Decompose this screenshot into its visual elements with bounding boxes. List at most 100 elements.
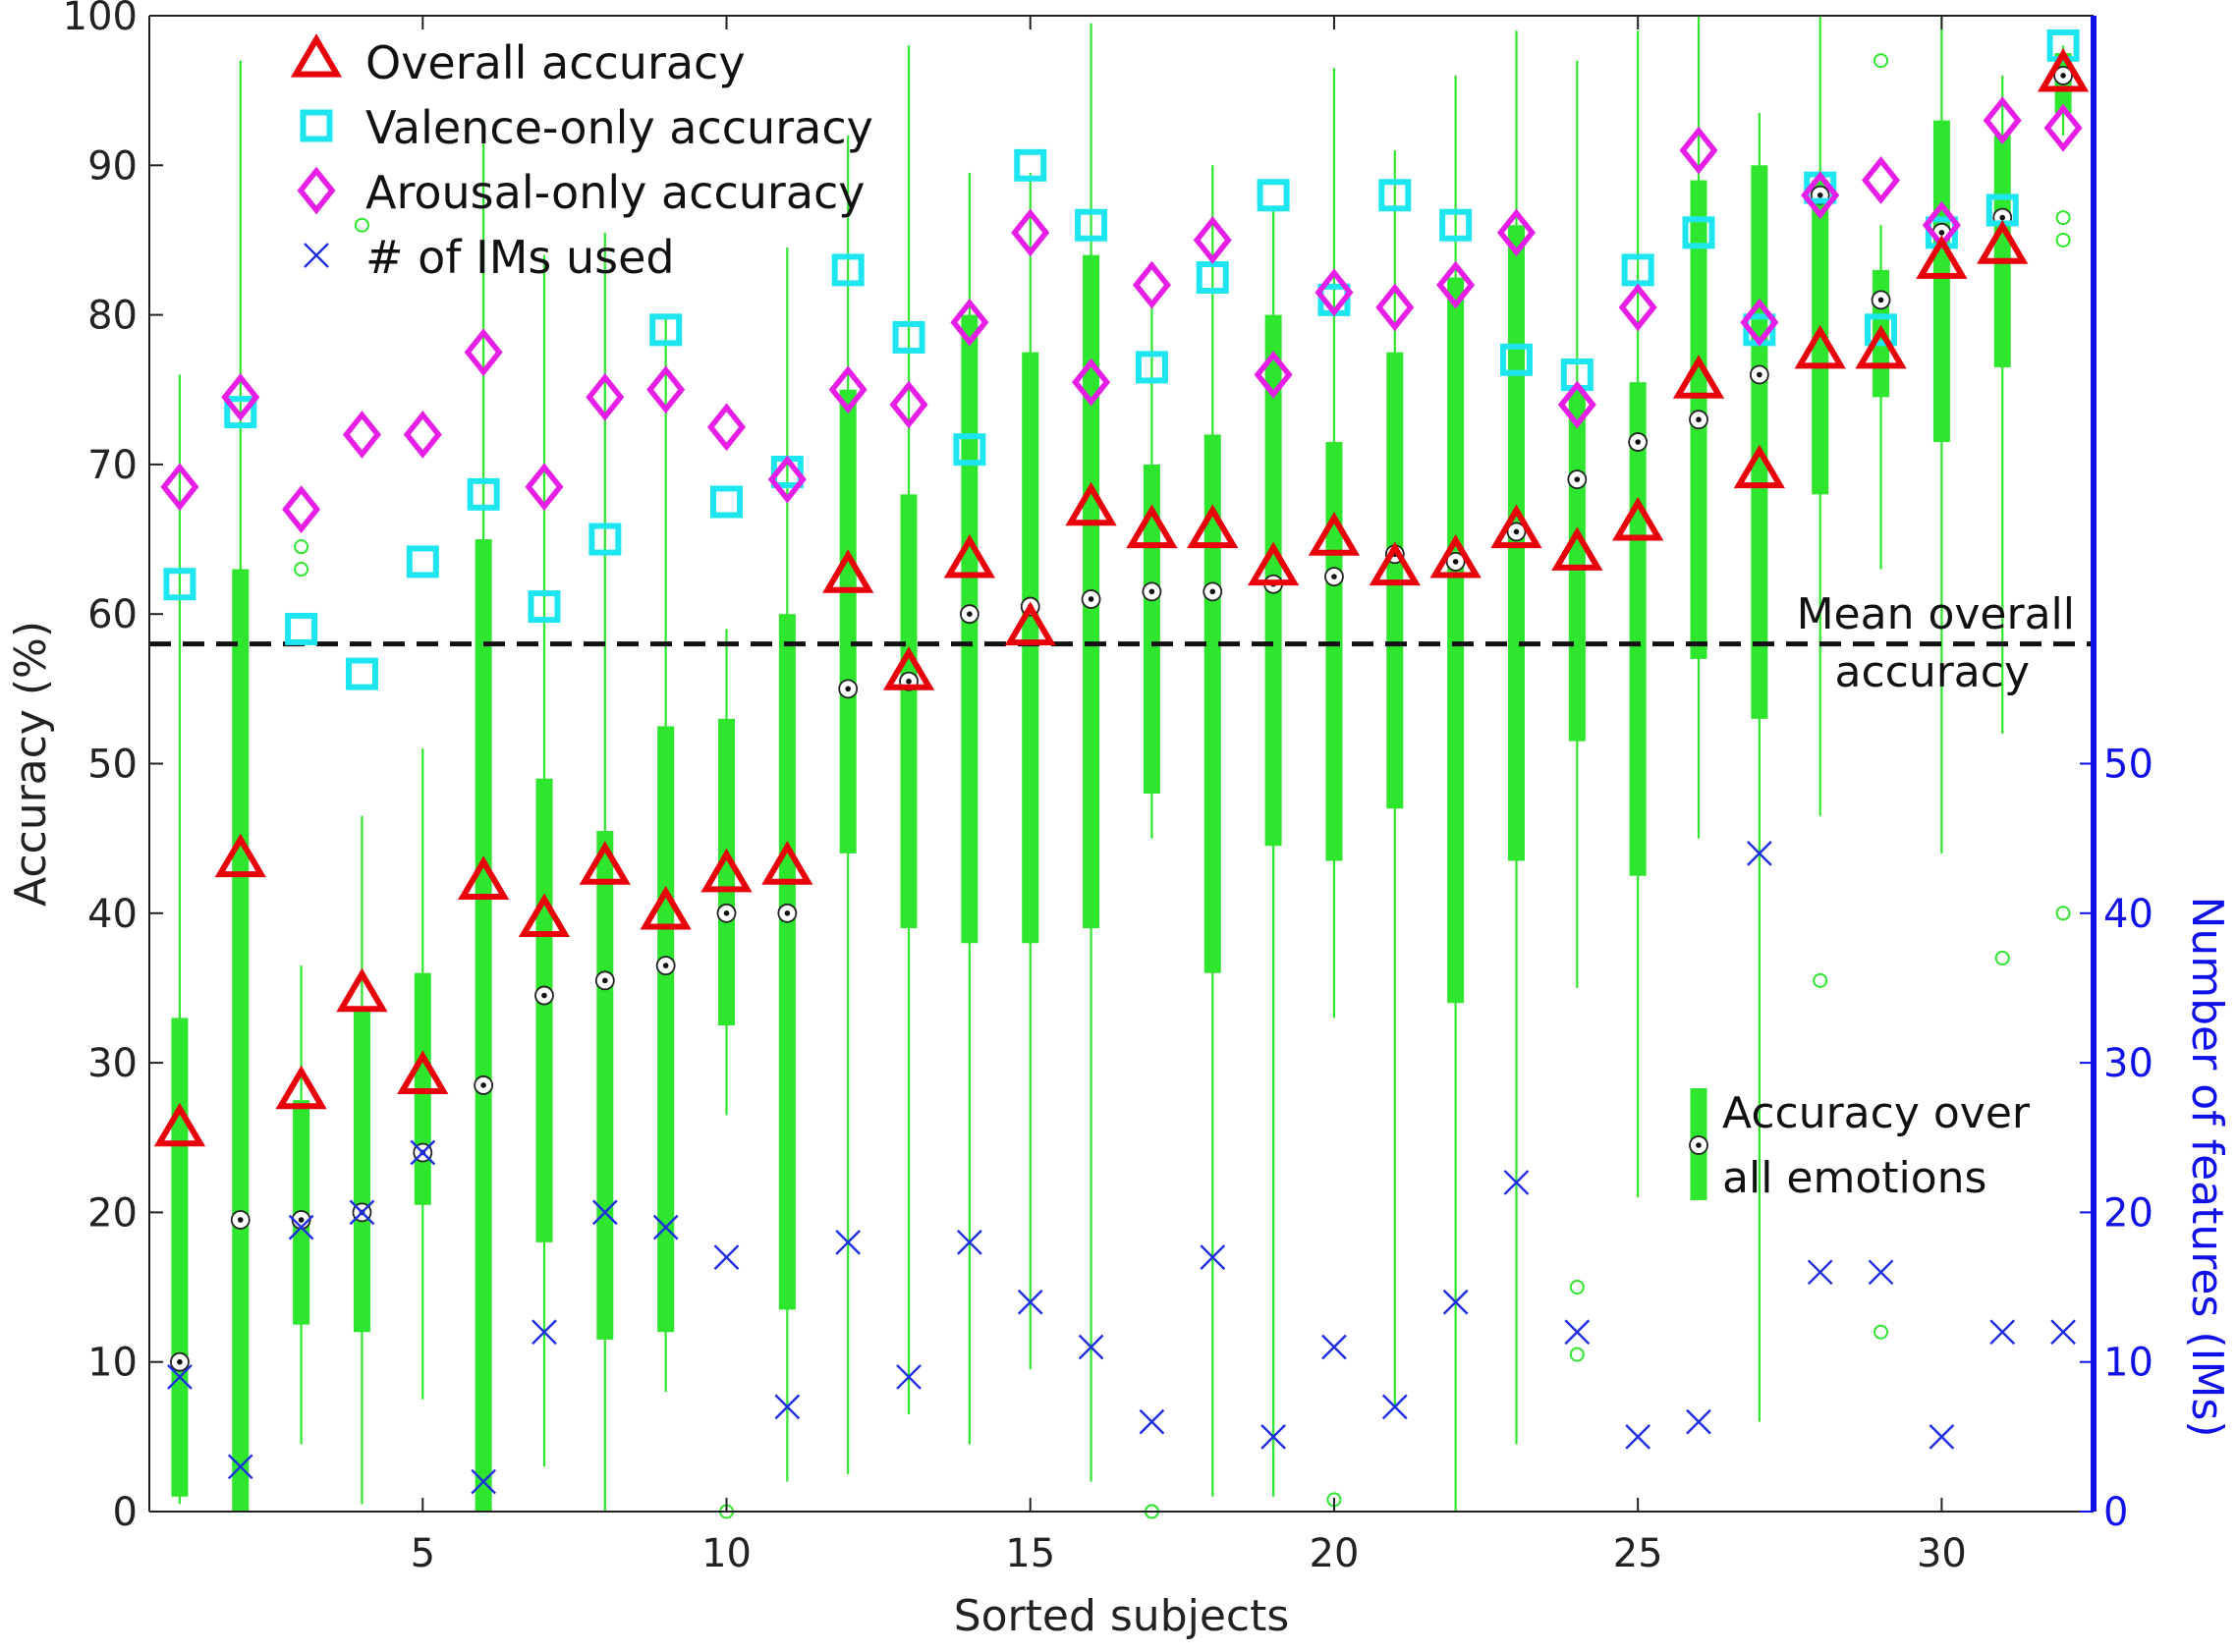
overall-markers bbox=[153, 47, 2090, 1147]
box-outlier bbox=[2055, 210, 2071, 226]
mean-line-label-line2: accuracy bbox=[1834, 647, 2030, 697]
box-body bbox=[232, 569, 250, 1512]
overall-marker bbox=[1126, 504, 1178, 549]
valence-marker bbox=[1196, 261, 1229, 295]
overall-marker bbox=[579, 841, 631, 885]
arousal-marker bbox=[1072, 358, 1111, 407]
valence-marker bbox=[1075, 208, 1108, 242]
arousal-marker bbox=[1193, 216, 1232, 264]
legend-arousal-label: Arousal-only accuracy bbox=[365, 166, 866, 219]
ims-marker-stroke bbox=[1989, 1319, 2016, 1346]
valence-marker bbox=[163, 568, 196, 601]
ims-marker-stroke bbox=[1807, 1259, 1833, 1286]
ims-marker bbox=[2050, 1319, 2076, 1346]
box-body bbox=[778, 614, 796, 1310]
arousal-marker bbox=[1618, 283, 1657, 332]
box-median-dot bbox=[1148, 588, 1155, 595]
arousal-marker bbox=[889, 380, 928, 429]
overall-marker bbox=[2037, 47, 2090, 92]
valence-marker bbox=[710, 485, 744, 519]
overall-marker bbox=[700, 848, 753, 893]
box-outlier bbox=[1569, 1280, 1585, 1295]
ims-marker-stroke bbox=[1929, 1424, 1955, 1450]
arousal-marker bbox=[1314, 268, 1354, 317]
box-body bbox=[1751, 165, 1768, 719]
ims-marker-stroke bbox=[531, 1319, 557, 1346]
arousal-marker bbox=[342, 411, 381, 459]
ims-marker bbox=[1078, 1334, 1104, 1360]
box-median-dot bbox=[602, 977, 608, 984]
ims-marker-stroke bbox=[227, 1454, 253, 1480]
ims-marker bbox=[167, 1364, 193, 1390]
ims-marker bbox=[1321, 1334, 1347, 1360]
arousal-marker bbox=[586, 372, 625, 421]
box-body bbox=[718, 718, 736, 1026]
ims-marker bbox=[1260, 1424, 1286, 1450]
box-body bbox=[1629, 382, 1647, 876]
ims-marker-stroke bbox=[410, 1139, 436, 1166]
box-median-dot bbox=[480, 1082, 486, 1088]
y-tick-label: 10 bbox=[87, 1341, 138, 1386]
valence-marker bbox=[1682, 216, 1715, 249]
box-body bbox=[961, 314, 979, 944]
valence-marker bbox=[1014, 148, 1047, 182]
ims-marker-stroke bbox=[1200, 1244, 1226, 1270]
valence-marker bbox=[528, 590, 561, 624]
overall-marker bbox=[1672, 355, 1725, 399]
ims-marker bbox=[1442, 1289, 1469, 1315]
box-body bbox=[535, 778, 553, 1242]
ims-marker bbox=[227, 1454, 253, 1480]
y-axis-title: Accuracy (%) bbox=[6, 621, 56, 907]
arousal-marker bbox=[828, 365, 867, 414]
ims-marker-stroke bbox=[1747, 841, 1772, 866]
box-body bbox=[1325, 442, 1343, 861]
box-median-dot bbox=[723, 910, 730, 916]
overall-marker bbox=[153, 1102, 206, 1147]
box-body bbox=[353, 1010, 370, 1333]
legend-ims-label: # of IMs used bbox=[365, 231, 675, 284]
ims-marker-stroke bbox=[1868, 1259, 1894, 1286]
arousal-marker bbox=[1132, 260, 1171, 309]
overall-marker bbox=[1004, 601, 1056, 646]
ims-marker bbox=[1017, 1289, 1043, 1315]
box-outlier bbox=[1813, 972, 1828, 988]
y-tick-label: 20 bbox=[87, 1190, 138, 1236]
overall-marker bbox=[214, 833, 266, 878]
box-median-dot bbox=[2060, 73, 2066, 79]
box-median-dot bbox=[177, 1358, 183, 1365]
ims-marker bbox=[713, 1244, 740, 1270]
box-median-dot bbox=[1817, 192, 1823, 198]
box-median-dot bbox=[845, 686, 852, 692]
axis-titles: Sorted subjects Accuracy (%) Number of fea… bbox=[6, 621, 2232, 1641]
ims-marker-stroke bbox=[1503, 1170, 1530, 1195]
ims-marker-stroke bbox=[1139, 1408, 1165, 1435]
ims-marker-stroke bbox=[1442, 1289, 1469, 1315]
valence-marker bbox=[1499, 343, 1533, 376]
overall-marker bbox=[397, 1050, 449, 1094]
valence-marker bbox=[345, 657, 378, 690]
ims-marker bbox=[652, 1214, 679, 1240]
y-tick-label: 90 bbox=[87, 143, 138, 189]
box-body bbox=[839, 389, 857, 854]
legend-ims-marker bbox=[304, 243, 329, 268]
y-tick-label: 60 bbox=[87, 592, 138, 637]
box-median-dot bbox=[1696, 416, 1702, 423]
legend-valence-label: Valence-only accuracy bbox=[365, 101, 873, 154]
valence-marker bbox=[892, 320, 925, 354]
ims-marker bbox=[531, 1319, 557, 1346]
box-median-dot bbox=[1452, 559, 1459, 565]
valence-marker bbox=[831, 253, 865, 287]
box-median-dot bbox=[1209, 588, 1216, 595]
box-median-dot bbox=[1513, 528, 1520, 535]
right-y-tick-label: 10 bbox=[2103, 1341, 2153, 1386]
ims-marker bbox=[1929, 1424, 1955, 1450]
overall-marker bbox=[1490, 504, 1542, 549]
ims-marker bbox=[1868, 1259, 1894, 1286]
arousal-marker bbox=[1679, 126, 1718, 175]
overall-marker bbox=[943, 533, 996, 578]
ims-marker-stroke bbox=[304, 243, 329, 268]
overall-marker bbox=[518, 893, 571, 938]
box-median-dot bbox=[237, 1217, 244, 1223]
overall-marker bbox=[1916, 235, 1968, 279]
y-tick-label: 100 bbox=[63, 0, 138, 39]
